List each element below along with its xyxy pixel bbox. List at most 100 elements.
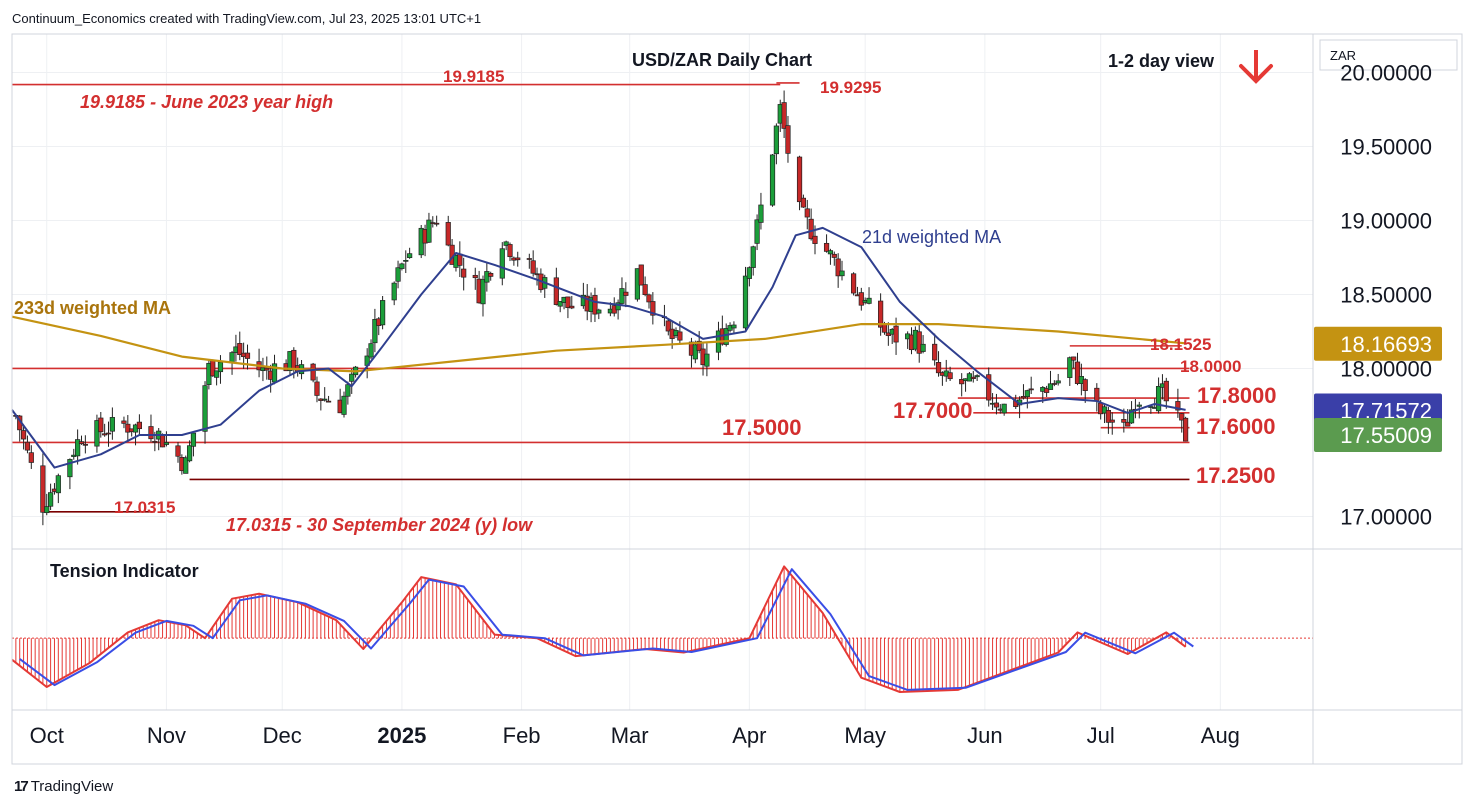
- candle: [1121, 408, 1127, 433]
- level-label-17-2500: 17.2500: [1196, 463, 1276, 488]
- candle-body-up: [183, 457, 189, 474]
- candle: [237, 331, 243, 361]
- candle: [920, 335, 926, 354]
- candle-body-up: [754, 219, 760, 244]
- candle: [1024, 389, 1030, 409]
- candle: [314, 376, 320, 403]
- candle: [974, 374, 980, 381]
- candle: [947, 366, 953, 382]
- candle-body-down: [916, 331, 922, 354]
- candle-body-down: [1028, 388, 1034, 391]
- candle-body-down: [1175, 401, 1181, 411]
- candle: [839, 260, 845, 281]
- candle: [271, 354, 278, 385]
- candle: [704, 343, 710, 377]
- candle: [1105, 406, 1111, 434]
- candle-body-down: [1044, 388, 1050, 393]
- candle-body-up: [704, 353, 710, 367]
- candle-body-down: [986, 374, 992, 401]
- candle-body-up: [403, 260, 409, 262]
- candle: [202, 381, 208, 444]
- candle-body-up: [395, 267, 401, 282]
- annotation-sept-2024-low: 17.0315 - 30 September 2024 (y) low: [226, 515, 533, 535]
- candle: [391, 281, 397, 306]
- candle-body-down: [665, 320, 671, 332]
- candle-body-down: [1179, 413, 1185, 421]
- candle: [804, 199, 810, 230]
- candle: [341, 391, 347, 418]
- candle: [28, 445, 34, 469]
- candle-body-up: [407, 253, 413, 259]
- candle: [623, 282, 629, 308]
- candle: [136, 414, 142, 435]
- currency-label: ZAR: [1330, 48, 1356, 63]
- candle: [499, 242, 505, 286]
- candle: [98, 411, 104, 438]
- candle-body-down: [24, 441, 31, 451]
- candle: [592, 287, 598, 322]
- y-tick-label: 19.50000: [1340, 134, 1432, 159]
- candle-body-down: [1051, 383, 1057, 385]
- candle: [1071, 356, 1077, 369]
- candle: [642, 276, 648, 297]
- candle-body-up: [1136, 404, 1142, 407]
- candle: [530, 250, 536, 277]
- candle-body-down: [796, 156, 803, 203]
- candle-body-down: [858, 292, 864, 306]
- candle-body-down: [993, 402, 1000, 408]
- candle: [407, 247, 413, 259]
- candle-body-up: [94, 420, 100, 447]
- level-label-17-5000: 17.5000: [722, 415, 802, 440]
- candle-body-down: [488, 273, 494, 277]
- candle: [82, 435, 88, 454]
- candle: [244, 344, 251, 370]
- candle: [746, 266, 752, 287]
- candle-body-up: [758, 204, 764, 223]
- annotation-233d-ma: 233d weighted MA: [14, 298, 171, 318]
- candle: [858, 287, 864, 311]
- price-label-box: [1314, 418, 1442, 453]
- candle: [638, 264, 644, 286]
- candle: [1028, 376, 1034, 395]
- candle: [932, 333, 938, 366]
- candle-body-down: [947, 372, 953, 380]
- candle: [214, 370, 220, 386]
- candle-body-down: [526, 258, 532, 260]
- candle-body-down: [878, 300, 884, 328]
- candle: [959, 373, 965, 397]
- candle-body-down: [472, 274, 478, 279]
- candle: [264, 356, 270, 380]
- candle-body-down: [785, 125, 791, 154]
- candle: [1155, 377, 1162, 414]
- candle: [800, 194, 807, 208]
- candle-body-down: [1109, 419, 1115, 423]
- candle: [750, 245, 756, 276]
- candle: [372, 308, 378, 353]
- candle: [1067, 356, 1073, 386]
- candle-body-up: [596, 309, 602, 314]
- candle: [445, 215, 451, 247]
- candle: [835, 253, 841, 288]
- candle: [1074, 352, 1081, 386]
- candle: [48, 483, 54, 510]
- candle: [175, 442, 181, 463]
- candle-body-up: [163, 442, 170, 445]
- y-tick-label: 17.00000: [1340, 504, 1432, 529]
- candle: [850, 272, 857, 296]
- annotations: 19.9185 19.9295 18.1525 18.0000 17.8000 17.70…: [14, 50, 1277, 535]
- tradingview-brand[interactable]: 17 TradingView: [14, 778, 113, 795]
- candle: [565, 296, 571, 319]
- candle-body-up: [557, 300, 563, 307]
- candle: [1082, 378, 1088, 403]
- candle-body-up: [202, 385, 208, 432]
- candle-body-down: [1020, 395, 1027, 399]
- candle-body-down: [1183, 417, 1189, 442]
- candle-body-down: [78, 441, 85, 445]
- candle-body-down: [553, 277, 559, 305]
- candle-body-down: [823, 242, 830, 252]
- candle: [322, 387, 328, 402]
- candle: [1183, 416, 1189, 442]
- candle: [781, 90, 787, 139]
- candle-body-down: [82, 443, 88, 446]
- view-label: 1-2 day view: [1108, 51, 1215, 71]
